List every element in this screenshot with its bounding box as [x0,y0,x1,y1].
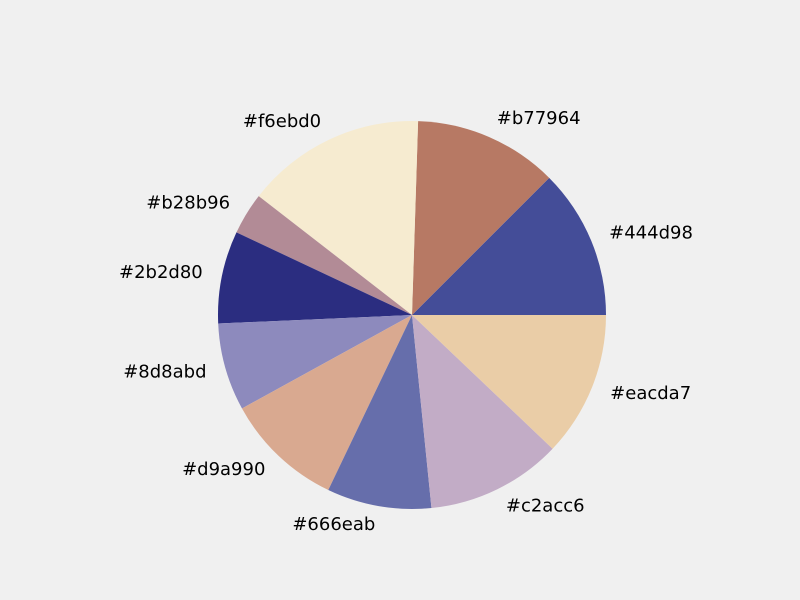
pie-slice-8d8abd [218,315,412,409]
pie-slice-b77964 [412,121,550,315]
pie-slice-666eab [328,315,432,509]
pie-slice-f6ebd0 [258,121,419,315]
pie-label-8d8abd: #8d8abd [123,362,206,383]
pie-label-eacda7: #eacda7 [610,383,691,404]
pie-labels: #444d98 #b77964 #f6ebd0 #b28b96 #2b2d80 #8d8a… [119,108,693,535]
pie-slice-d9a990 [241,315,412,491]
pie-label-444d98: #444d98 [609,222,693,243]
pie-label-b28b96: #b28b96 [146,192,230,213]
pie-label-d9a990: #d9a990 [182,459,265,480]
pie-slice-444d98 [412,177,606,315]
pie-label-f6ebd0: #f6ebd0 [243,111,321,132]
pie-label-666eab: #666eab [292,514,375,535]
pie-label-b77964: #b77964 [497,108,581,129]
pie-label-c2acc6: #c2acc6 [506,496,585,517]
pie-slice-2b2d80 [218,232,412,324]
pie-slices [218,121,606,509]
pie-slice-c2acc6 [412,315,553,509]
pie-slice-eacda7 [412,315,606,449]
pie-slice-b28b96 [236,196,412,315]
pie-label-2b2d80: #2b2d80 [119,262,203,283]
